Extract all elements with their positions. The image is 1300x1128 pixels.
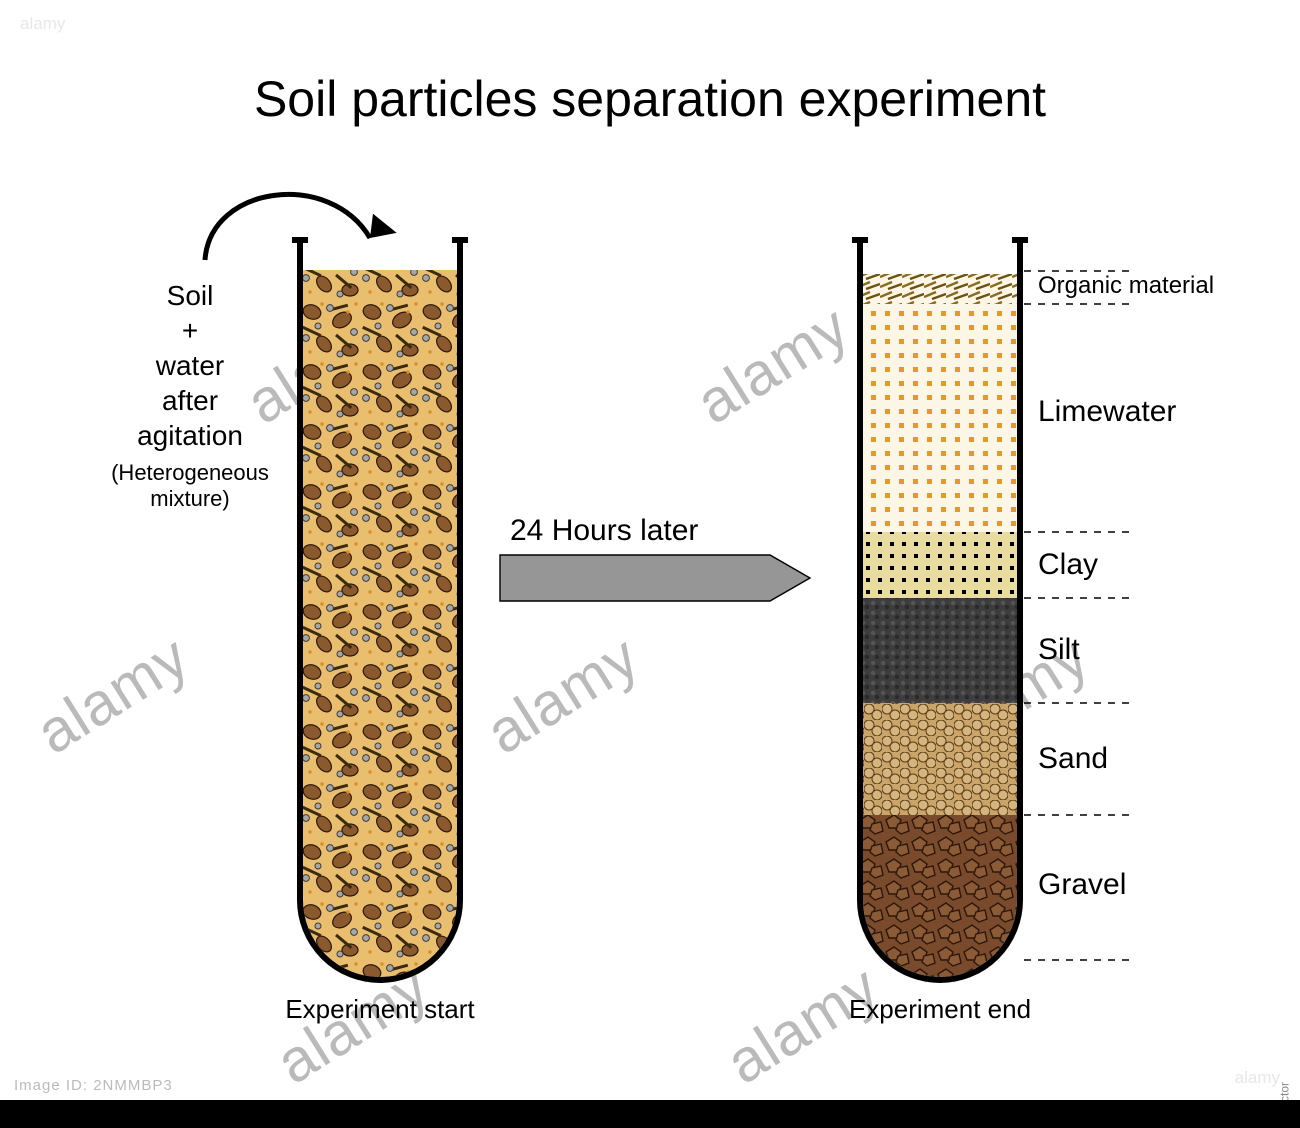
pour-arrow-head (361, 208, 397, 245)
dashed-leaders (1024, 271, 1130, 960)
footer-bar (0, 1100, 1300, 1128)
layer-clay (860, 532, 1020, 598)
tube-left-contents (300, 270, 460, 990)
diagram-canvas: Soil particles separation experiment ala… (0, 0, 1300, 1128)
label-clay: Clay (1038, 548, 1098, 582)
tube-right-contents (860, 274, 1020, 985)
diagram-svg (0, 0, 1300, 1128)
layer-organic (860, 274, 1020, 304)
layer-limewater (860, 304, 1020, 532)
time-arrow (500, 555, 810, 601)
layer-sand (860, 703, 1020, 815)
label-gravel: Gravel (1038, 868, 1126, 902)
label-organic: Organic material (1038, 272, 1214, 300)
caption-right: Experiment end (820, 994, 1060, 1025)
mixture-label: Soil + water after agitation (95, 278, 285, 453)
caption-left: Experiment start (260, 994, 500, 1025)
arrow-label: 24 Hours later (510, 514, 698, 548)
label-silt: Silt (1038, 633, 1080, 667)
label-sand: Sand (1038, 742, 1108, 776)
pour-arrow (205, 194, 370, 260)
layer-silt (860, 598, 1020, 703)
mixture-note: (Heterogeneous mixture) (90, 460, 290, 512)
label-limewater: Limewater (1038, 395, 1176, 429)
